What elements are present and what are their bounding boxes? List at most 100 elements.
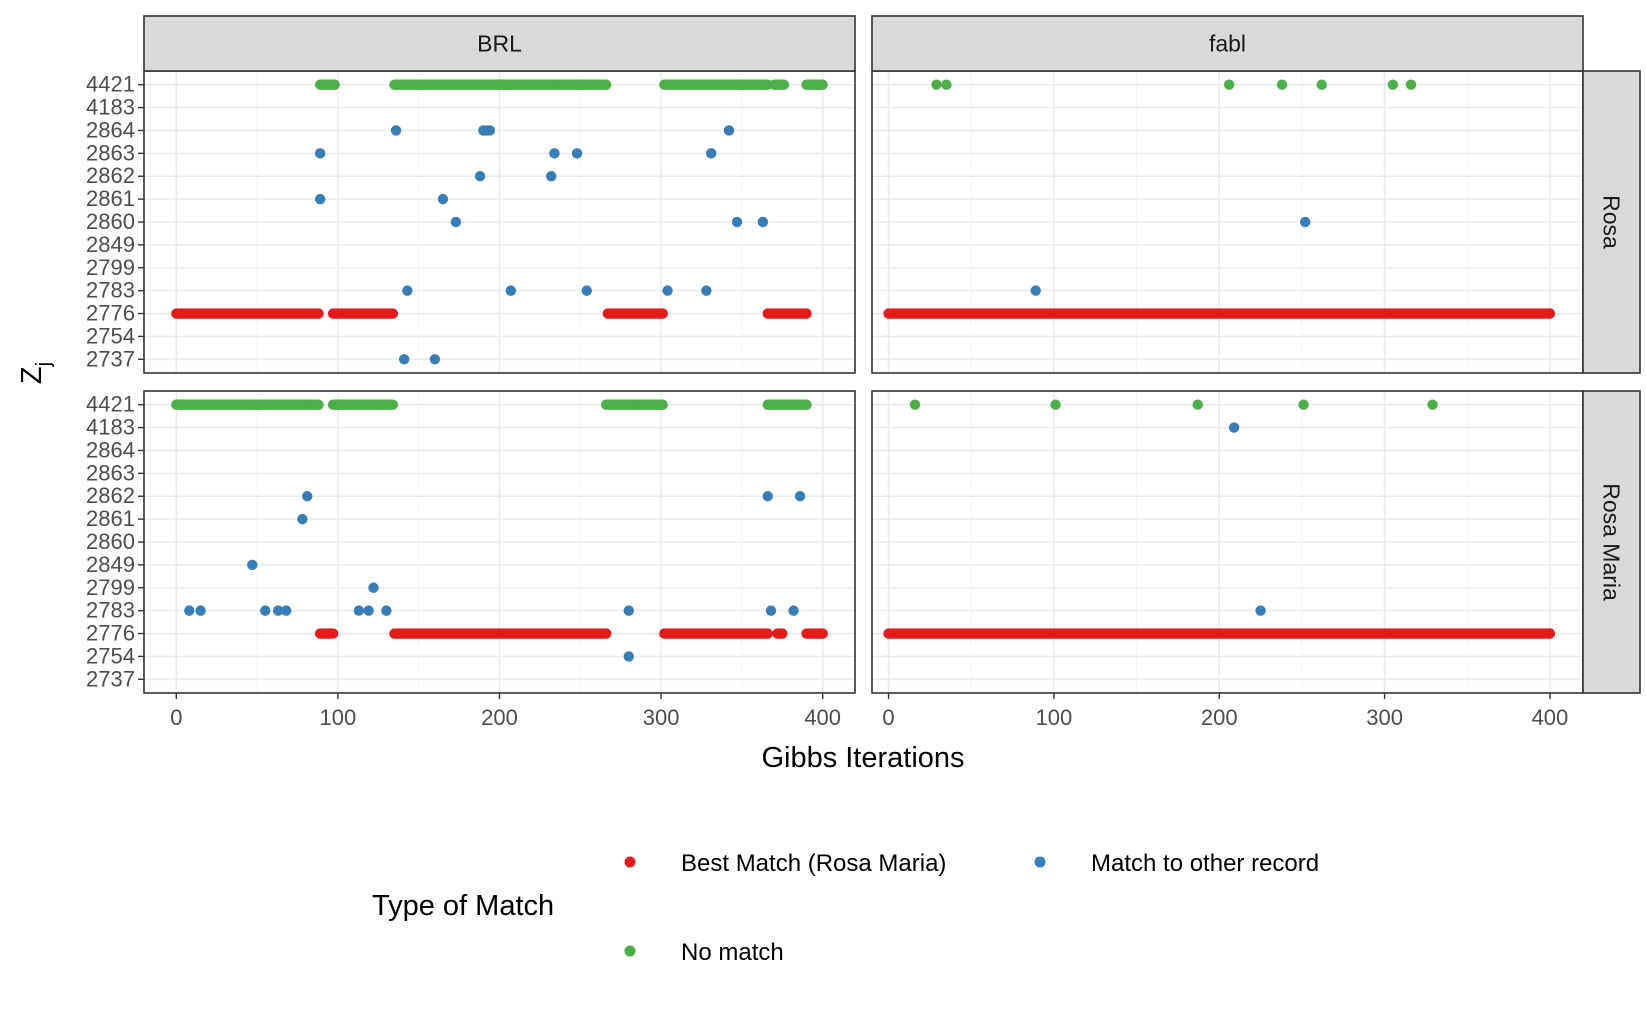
point-none — [1316, 79, 1327, 90]
x-tick-label: 300 — [1366, 705, 1403, 730]
panels-layer — [143, 70, 1584, 694]
point-other — [765, 605, 777, 616]
point-none — [941, 79, 952, 90]
point-other — [314, 148, 326, 159]
y-tick-label: 2861 — [86, 186, 135, 211]
point-other — [623, 651, 634, 662]
point-none — [313, 399, 324, 410]
point-other — [723, 125, 735, 136]
point-other — [1300, 216, 1311, 228]
point-none — [931, 79, 942, 90]
point-other — [314, 193, 326, 205]
y-tick-label: 2849 — [86, 232, 135, 257]
point-none — [778, 79, 790, 90]
point-other — [505, 285, 517, 296]
y-tick-label: 2863 — [86, 460, 135, 485]
point-none — [1050, 399, 1061, 410]
y-tick-label: 2849 — [86, 552, 135, 577]
point-other — [662, 285, 673, 296]
x-tick-label: 0 — [170, 705, 182, 730]
point-none — [329, 79, 340, 90]
y-tick-label: 2783 — [86, 278, 135, 303]
legend-key-none — [624, 945, 636, 957]
point-none — [817, 79, 828, 90]
point-none — [657, 399, 668, 410]
y-tick-label: 2754 — [86, 643, 135, 668]
point-none — [387, 399, 399, 410]
point-best — [817, 628, 828, 639]
legend-entry-none: No match — [624, 939, 784, 966]
point-none — [1298, 399, 1309, 410]
x-tick-label: 200 — [1201, 705, 1238, 730]
point-none — [1276, 79, 1288, 90]
point-other — [272, 605, 284, 616]
point-best — [1544, 308, 1556, 319]
y-tick-label: 4421 — [86, 72, 135, 97]
point-other — [368, 582, 379, 593]
y-axis-title-subscript: j — [33, 362, 55, 367]
point-none — [1427, 399, 1438, 410]
point-best — [313, 308, 324, 319]
point-other — [549, 148, 560, 159]
x-tick-label: 400 — [804, 705, 841, 730]
legend-label-best: Best Match (Rosa Maria) — [681, 850, 946, 877]
point-other — [581, 285, 592, 296]
point-other — [437, 193, 449, 205]
point-other — [247, 559, 258, 571]
y-tick-label: 2861 — [86, 506, 135, 531]
point-none — [1387, 79, 1399, 90]
y-tick-label: 2754 — [86, 323, 135, 348]
y-tick-label: 2860 — [86, 209, 135, 234]
point-best — [1544, 628, 1556, 639]
legend-label-other: Match to other record — [1091, 850, 1319, 877]
point-none — [1223, 79, 1235, 90]
y-tick-label: 4421 — [86, 392, 135, 417]
panel-fabl-rosa-points — [883, 79, 1556, 319]
point-other — [701, 285, 712, 296]
y-axis-title: Zj — [16, 362, 55, 384]
strip-label: fabl — [1209, 31, 1246, 57]
axes-layer: 4421418328642863286228612860284927992783… — [86, 15, 1641, 730]
x-tick-label: 100 — [320, 705, 357, 730]
legend-title: Type of Match — [372, 890, 554, 922]
point-other — [788, 605, 799, 616]
point-other — [184, 605, 195, 616]
point-none — [600, 79, 612, 90]
y-tick-label: 2737 — [86, 666, 135, 691]
point-other — [450, 216, 462, 228]
y-tick-label: 2862 — [86, 163, 135, 188]
point-other — [302, 491, 313, 502]
point-other — [297, 513, 308, 525]
point-other — [381, 605, 392, 616]
point-other — [390, 125, 402, 136]
point-other — [762, 491, 773, 502]
panel-brl-rosa-maria-points — [171, 399, 828, 662]
point-none — [1405, 79, 1417, 90]
y-tick-label: 4183 — [86, 415, 135, 440]
y-tick-label: 2783 — [86, 598, 135, 623]
strip-label: Rosa — [1599, 195, 1625, 249]
legend-key-other — [1034, 856, 1046, 868]
x-tick-label: 100 — [1036, 705, 1073, 730]
point-other — [402, 285, 413, 296]
strip-background — [143, 15, 856, 72]
point-other — [429, 354, 441, 365]
y-tick-label: 2864 — [86, 437, 135, 462]
panel-fabl-rosa-maria-points — [883, 399, 1556, 639]
strip-rosa-maria: Rosa Maria — [1582, 390, 1641, 694]
y-tick-label: 4183 — [86, 95, 135, 120]
point-other — [1030, 285, 1041, 296]
point-other — [398, 354, 410, 365]
x-tick-label: 0 — [882, 705, 894, 730]
strip-fabl: fabl — [871, 15, 1584, 72]
legend: Type of Match Best Match (Rosa Maria) Ma… — [372, 850, 1319, 966]
strip-brl: BRL — [143, 15, 856, 72]
point-other — [794, 491, 806, 502]
y-tick-label: 2799 — [86, 255, 135, 280]
point-other — [259, 605, 271, 616]
point-other — [546, 171, 557, 182]
point-other — [705, 148, 717, 159]
point-other — [623, 605, 634, 616]
strip-background — [1582, 390, 1641, 694]
point-none — [1192, 399, 1203, 410]
